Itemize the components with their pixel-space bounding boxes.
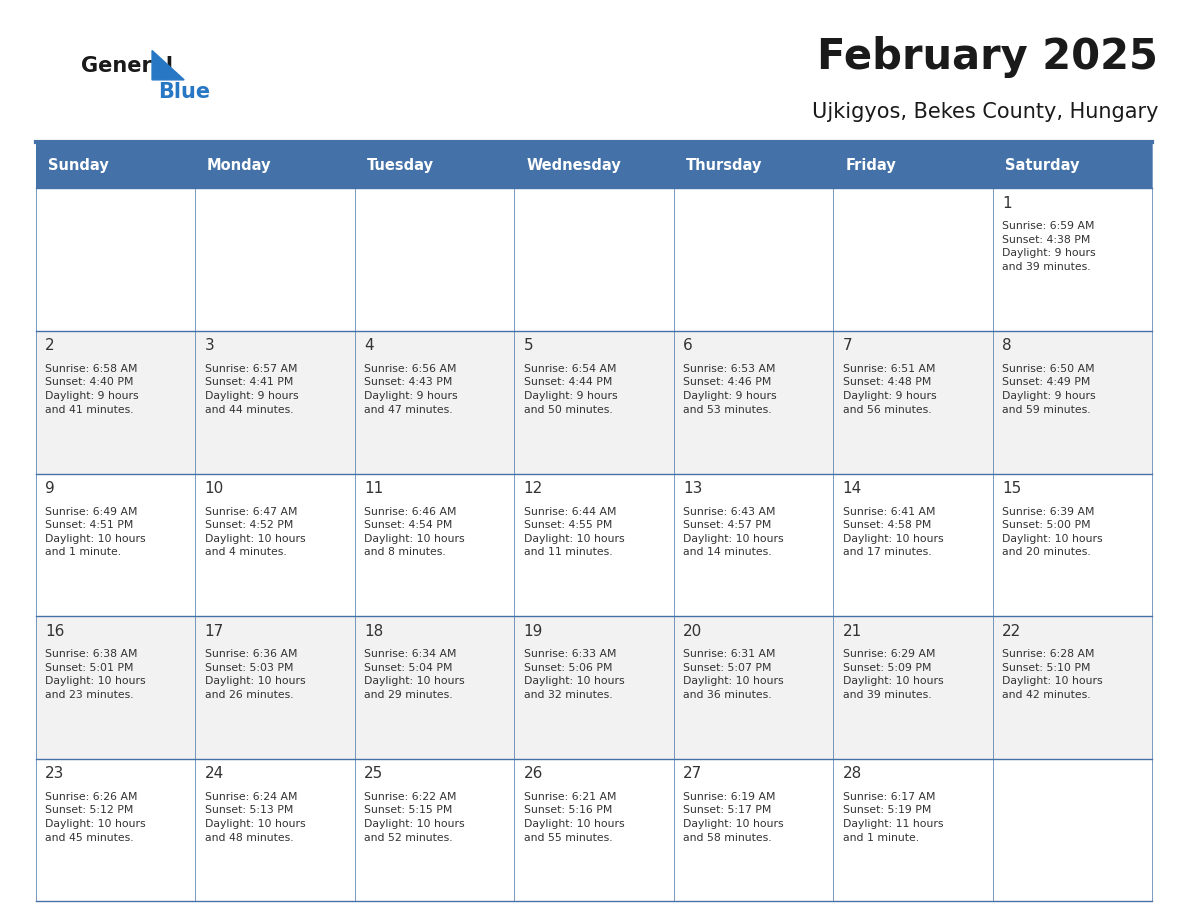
Text: 1: 1 (1003, 196, 1012, 210)
Text: Tuesday: Tuesday (367, 158, 434, 173)
Text: 11: 11 (365, 481, 384, 496)
Text: 4: 4 (365, 338, 374, 353)
Text: Sunrise: 6:39 AM
Sunset: 5:00 PM
Daylight: 10 hours
and 20 minutes.: Sunrise: 6:39 AM Sunset: 5:00 PM Dayligh… (1003, 507, 1102, 557)
Text: 24: 24 (204, 767, 223, 781)
Polygon shape (152, 50, 184, 80)
Text: 20: 20 (683, 623, 702, 639)
Text: Sunrise: 6:19 AM
Sunset: 5:17 PM
Daylight: 10 hours
and 58 minutes.: Sunrise: 6:19 AM Sunset: 5:17 PM Dayligh… (683, 792, 784, 843)
Text: 28: 28 (842, 767, 862, 781)
Text: Sunrise: 6:59 AM
Sunset: 4:38 PM
Daylight: 9 hours
and 39 minutes.: Sunrise: 6:59 AM Sunset: 4:38 PM Dayligh… (1003, 221, 1097, 272)
Text: Sunrise: 6:31 AM
Sunset: 5:07 PM
Daylight: 10 hours
and 36 minutes.: Sunrise: 6:31 AM Sunset: 5:07 PM Dayligh… (683, 649, 784, 700)
Text: Sunrise: 6:24 AM
Sunset: 5:13 PM
Daylight: 10 hours
and 48 minutes.: Sunrise: 6:24 AM Sunset: 5:13 PM Dayligh… (204, 792, 305, 843)
Text: Wednesday: Wednesday (526, 158, 621, 173)
Bar (36, 142, 1152, 188)
Text: 15: 15 (1003, 481, 1022, 496)
Text: General: General (81, 56, 172, 76)
Bar (36, 330, 1152, 474)
Text: 8: 8 (1003, 338, 1012, 353)
Text: 23: 23 (45, 767, 64, 781)
Text: 3: 3 (204, 338, 214, 353)
Text: Sunrise: 6:34 AM
Sunset: 5:04 PM
Daylight: 10 hours
and 29 minutes.: Sunrise: 6:34 AM Sunset: 5:04 PM Dayligh… (365, 649, 465, 700)
Text: Sunrise: 6:53 AM
Sunset: 4:46 PM
Daylight: 9 hours
and 53 minutes.: Sunrise: 6:53 AM Sunset: 4:46 PM Dayligh… (683, 364, 777, 415)
Text: 19: 19 (524, 623, 543, 639)
Text: Sunrise: 6:33 AM
Sunset: 5:06 PM
Daylight: 10 hours
and 32 minutes.: Sunrise: 6:33 AM Sunset: 5:06 PM Dayligh… (524, 649, 625, 700)
Text: Sunrise: 6:54 AM
Sunset: 4:44 PM
Daylight: 9 hours
and 50 minutes.: Sunrise: 6:54 AM Sunset: 4:44 PM Dayligh… (524, 364, 618, 415)
Text: Ujkigyos, Bekes County, Hungary: Ujkigyos, Bekes County, Hungary (811, 102, 1158, 122)
Text: Sunrise: 6:38 AM
Sunset: 5:01 PM
Daylight: 10 hours
and 23 minutes.: Sunrise: 6:38 AM Sunset: 5:01 PM Dayligh… (45, 649, 146, 700)
Text: Sunrise: 6:21 AM
Sunset: 5:16 PM
Daylight: 10 hours
and 55 minutes.: Sunrise: 6:21 AM Sunset: 5:16 PM Dayligh… (524, 792, 625, 843)
Text: Monday: Monday (207, 158, 272, 173)
Text: 16: 16 (45, 623, 64, 639)
Text: 12: 12 (524, 481, 543, 496)
Text: 10: 10 (204, 481, 223, 496)
Text: Thursday: Thursday (685, 158, 762, 173)
Text: 2: 2 (45, 338, 55, 353)
Text: Sunrise: 6:28 AM
Sunset: 5:10 PM
Daylight: 10 hours
and 42 minutes.: Sunrise: 6:28 AM Sunset: 5:10 PM Dayligh… (1003, 649, 1102, 700)
Text: Sunrise: 6:26 AM
Sunset: 5:12 PM
Daylight: 10 hours
and 45 minutes.: Sunrise: 6:26 AM Sunset: 5:12 PM Dayligh… (45, 792, 146, 843)
Text: 21: 21 (842, 623, 862, 639)
Text: 26: 26 (524, 767, 543, 781)
Text: 5: 5 (524, 338, 533, 353)
Text: Sunrise: 6:29 AM
Sunset: 5:09 PM
Daylight: 10 hours
and 39 minutes.: Sunrise: 6:29 AM Sunset: 5:09 PM Dayligh… (842, 649, 943, 700)
Text: 22: 22 (1003, 623, 1022, 639)
Text: 25: 25 (365, 767, 384, 781)
Text: 13: 13 (683, 481, 702, 496)
Text: Sunrise: 6:49 AM
Sunset: 4:51 PM
Daylight: 10 hours
and 1 minute.: Sunrise: 6:49 AM Sunset: 4:51 PM Dayligh… (45, 507, 146, 557)
Text: Sunrise: 6:46 AM
Sunset: 4:54 PM
Daylight: 10 hours
and 8 minutes.: Sunrise: 6:46 AM Sunset: 4:54 PM Dayligh… (365, 507, 465, 557)
Text: 14: 14 (842, 481, 862, 496)
Text: Sunrise: 6:41 AM
Sunset: 4:58 PM
Daylight: 10 hours
and 17 minutes.: Sunrise: 6:41 AM Sunset: 4:58 PM Dayligh… (842, 507, 943, 557)
Text: Friday: Friday (845, 158, 896, 173)
Text: Sunrise: 6:43 AM
Sunset: 4:57 PM
Daylight: 10 hours
and 14 minutes.: Sunrise: 6:43 AM Sunset: 4:57 PM Dayligh… (683, 507, 784, 557)
Text: Sunrise: 6:58 AM
Sunset: 4:40 PM
Daylight: 9 hours
and 41 minutes.: Sunrise: 6:58 AM Sunset: 4:40 PM Dayligh… (45, 364, 139, 415)
Text: 6: 6 (683, 338, 693, 353)
Bar (36, 188, 1152, 330)
Text: Sunday: Sunday (48, 158, 108, 173)
Text: 17: 17 (204, 623, 223, 639)
Text: 18: 18 (365, 623, 384, 639)
Text: Sunrise: 6:44 AM
Sunset: 4:55 PM
Daylight: 10 hours
and 11 minutes.: Sunrise: 6:44 AM Sunset: 4:55 PM Dayligh… (524, 507, 625, 557)
Bar (36, 474, 1152, 616)
Text: 27: 27 (683, 767, 702, 781)
Text: Sunrise: 6:47 AM
Sunset: 4:52 PM
Daylight: 10 hours
and 4 minutes.: Sunrise: 6:47 AM Sunset: 4:52 PM Dayligh… (204, 507, 305, 557)
Text: Blue: Blue (158, 82, 210, 102)
Text: 7: 7 (842, 338, 853, 353)
Text: Saturday: Saturday (1005, 158, 1079, 173)
Text: Sunrise: 6:17 AM
Sunset: 5:19 PM
Daylight: 11 hours
and 1 minute.: Sunrise: 6:17 AM Sunset: 5:19 PM Dayligh… (842, 792, 943, 843)
Text: Sunrise: 6:51 AM
Sunset: 4:48 PM
Daylight: 9 hours
and 56 minutes.: Sunrise: 6:51 AM Sunset: 4:48 PM Dayligh… (842, 364, 936, 415)
Bar (36, 616, 1152, 759)
Text: February 2025: February 2025 (817, 36, 1158, 78)
Text: Sunrise: 6:22 AM
Sunset: 5:15 PM
Daylight: 10 hours
and 52 minutes.: Sunrise: 6:22 AM Sunset: 5:15 PM Dayligh… (365, 792, 465, 843)
Text: Sunrise: 6:57 AM
Sunset: 4:41 PM
Daylight: 9 hours
and 44 minutes.: Sunrise: 6:57 AM Sunset: 4:41 PM Dayligh… (204, 364, 298, 415)
Bar (36, 759, 1152, 901)
Text: Sunrise: 6:50 AM
Sunset: 4:49 PM
Daylight: 9 hours
and 59 minutes.: Sunrise: 6:50 AM Sunset: 4:49 PM Dayligh… (1003, 364, 1097, 415)
Text: 9: 9 (45, 481, 55, 496)
Text: Sunrise: 6:36 AM
Sunset: 5:03 PM
Daylight: 10 hours
and 26 minutes.: Sunrise: 6:36 AM Sunset: 5:03 PM Dayligh… (204, 649, 305, 700)
Text: Sunrise: 6:56 AM
Sunset: 4:43 PM
Daylight: 9 hours
and 47 minutes.: Sunrise: 6:56 AM Sunset: 4:43 PM Dayligh… (365, 364, 457, 415)
